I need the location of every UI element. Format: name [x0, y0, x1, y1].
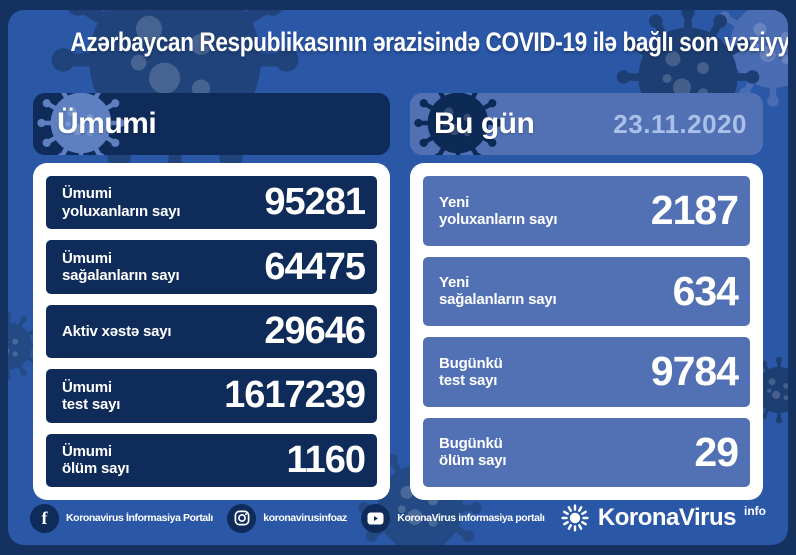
- today-panel: Yeni yoluxanların sayı 2187 Yeni sağalan…: [410, 163, 763, 500]
- stat-value: 64475: [264, 245, 366, 288]
- stat-label: Yeni sağalanların sayı: [439, 274, 557, 309]
- page-title: Azərbaycan Respublikasının ərazisində CO…: [70, 27, 788, 57]
- facebook-link[interactable]: f Koronavirus İnformasiya Portalı: [30, 503, 213, 533]
- stat-row-total-deaths: Ümumi ölüm sayı 1160: [46, 433, 377, 488]
- youtube-link[interactable]: KoronaVirus informasiya portalı: [361, 503, 545, 533]
- stat-label: Ümumi test sayı: [62, 378, 121, 413]
- instagram-icon: [227, 503, 257, 533]
- stat-value: 1160: [286, 438, 366, 481]
- stat-value: 9784: [650, 348, 739, 395]
- infographic-canvas: Azərbaycan Respublikasının ərazisində CO…: [8, 10, 788, 545]
- stat-row-total-tests: Ümumi test sayı 1617239: [46, 369, 377, 423]
- stat-value: 2187: [650, 187, 739, 234]
- facebook-label: Koronavirus İnformasiya Portalı: [66, 512, 213, 524]
- logo-text: KoronaVirus: [597, 504, 737, 531]
- stat-row-new-recovered: Yeni sağalanların sayı 634: [423, 256, 750, 326]
- totals-title: Ümumi: [57, 107, 157, 140]
- facebook-icon: f: [30, 503, 59, 533]
- stat-label: Bugünkü test sayı: [439, 354, 503, 389]
- stat-label: Ümumi yoluxanların sayı: [62, 185, 181, 220]
- koronavirus-logo: KoronaVirus info: [559, 502, 766, 534]
- today-title: Bu gün: [434, 107, 535, 140]
- stat-label: Ümumi ölüm sayı: [62, 443, 130, 478]
- report-date: 23.11.2020: [613, 108, 747, 139]
- totals-header: Ümumi: [33, 93, 390, 155]
- stat-row-total-recovered: Ümumi sağalanların sayı 64475: [46, 240, 377, 294]
- totals-section: Ümumi Ümumi yoluxanların sayı 95281 Ümum…: [33, 93, 390, 500]
- stat-label: Aktiv xəstə sayı: [62, 322, 172, 340]
- stat-label: Bugünkü ölüm sayı: [439, 435, 507, 470]
- stat-value: 1617239: [224, 374, 366, 417]
- instagram-link[interactable]: koronavirusinfoaz: [227, 503, 347, 533]
- stat-value: 634: [672, 267, 739, 314]
- today-section: Bu gün 23.11.2020 Yeni yoluxanların sayı…: [410, 93, 763, 500]
- totals-panel: Ümumi yoluxanların sayı 95281 Ümumi sağa…: [33, 163, 390, 500]
- stat-row-total-infected: Ümumi yoluxanların sayı 95281: [46, 176, 377, 230]
- instagram-label: koronavirusinfoaz: [263, 512, 347, 524]
- stat-value: 29646: [264, 310, 366, 353]
- stat-label: Yeni yoluxanların sayı: [439, 193, 558, 228]
- footer: f Koronavirus İnformasiya Portalı korona…: [8, 497, 788, 539]
- youtube-label: KoronaVirus informasiya portalı: [397, 512, 545, 524]
- stat-row-active-cases: Aktiv xəstə sayı 29646: [46, 304, 377, 359]
- virus-icon: [561, 504, 589, 532]
- youtube-icon: [361, 503, 391, 533]
- today-header: Bu gün 23.11.2020: [410, 93, 763, 155]
- stat-value: 95281: [264, 181, 366, 224]
- stat-row-new-infected: Yeni yoluxanların sayı 2187: [423, 176, 750, 246]
- stat-value: 29: [694, 428, 739, 475]
- stat-row-today-tests: Bugünkü test sayı 9784: [423, 337, 750, 407]
- logo-info-badge: info: [744, 504, 766, 518]
- stat-row-today-deaths: Bugünkü ölüm sayı 29: [423, 417, 750, 487]
- stat-label: Ümumi sağalanların sayı: [62, 249, 180, 285]
